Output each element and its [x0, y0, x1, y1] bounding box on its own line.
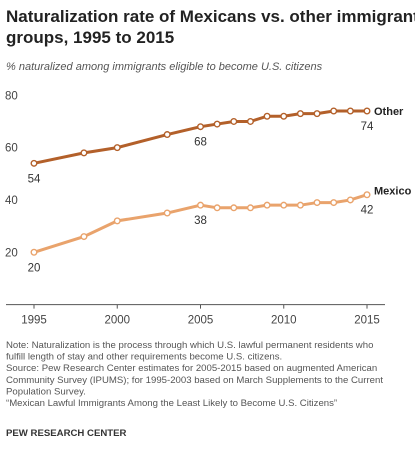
data-point: [213, 204, 221, 212]
data-point: [363, 191, 371, 199]
value-label: 38: [194, 215, 207, 227]
y-tick-label: 20: [5, 247, 18, 259]
data-point: [330, 199, 338, 207]
data-point: [246, 204, 254, 212]
data-point: [313, 110, 321, 118]
note: “Mexican Lawful Immigrants Among the Lea…: [6, 398, 337, 409]
x-tick-label: 2005: [188, 315, 214, 327]
x-tick-label: 2000: [104, 315, 130, 327]
y-tick-label: 80: [5, 90, 18, 102]
data-point: [313, 199, 321, 207]
chart-subtitle: % naturalized among immigrants eligible …: [6, 61, 323, 73]
source-org: PEW RESEARCH CENTER: [6, 428, 127, 439]
data-point: [363, 107, 371, 115]
x-tick-label: 1995: [21, 315, 47, 327]
data-point: [263, 201, 271, 209]
data-point: [213, 120, 221, 128]
series-label: Mexico: [374, 186, 412, 198]
data-point: [230, 204, 238, 212]
data-point: [330, 107, 338, 115]
data-point: [30, 248, 38, 256]
value-label: 20: [28, 262, 41, 274]
data-point: [346, 196, 354, 204]
series-label: Other: [374, 106, 404, 118]
x-tick-label: 2010: [271, 315, 297, 327]
note: Community Survey (IPUMS); for 1995-2003 …: [6, 375, 383, 386]
data-point: [80, 149, 88, 157]
data-point: [246, 117, 254, 125]
data-point: [113, 217, 121, 225]
value-label: 74: [361, 121, 374, 133]
chart-title: groups, 1995 to 2015: [6, 28, 174, 47]
value-label: 42: [361, 205, 374, 217]
data-point: [280, 112, 288, 120]
data-point: [196, 123, 204, 131]
chart-title: Naturalization rate of Mexicans vs. othe…: [6, 7, 415, 26]
data-point: [113, 144, 121, 152]
data-point: [230, 117, 238, 125]
data-point: [163, 209, 171, 217]
data-point: [296, 110, 304, 118]
data-point: [80, 233, 88, 241]
data-point: [163, 131, 171, 139]
data-point: [346, 107, 354, 115]
data-point: [263, 112, 271, 120]
data-point: [30, 159, 38, 167]
note: Population Survey.: [6, 386, 86, 397]
value-label: 68: [194, 137, 207, 149]
value-label: 54: [28, 173, 41, 185]
data-point: [296, 201, 304, 209]
data-point: [196, 201, 204, 209]
data-point: [280, 201, 288, 209]
y-tick-label: 40: [5, 195, 18, 207]
x-tick-label: 2015: [354, 315, 380, 327]
note: fulfill length of stay and other require…: [6, 352, 282, 363]
note: Source: Pew Research Center estimates fo…: [6, 363, 377, 374]
note: Note: Naturalization is the process thro…: [6, 340, 373, 351]
y-tick-label: 60: [5, 143, 18, 155]
